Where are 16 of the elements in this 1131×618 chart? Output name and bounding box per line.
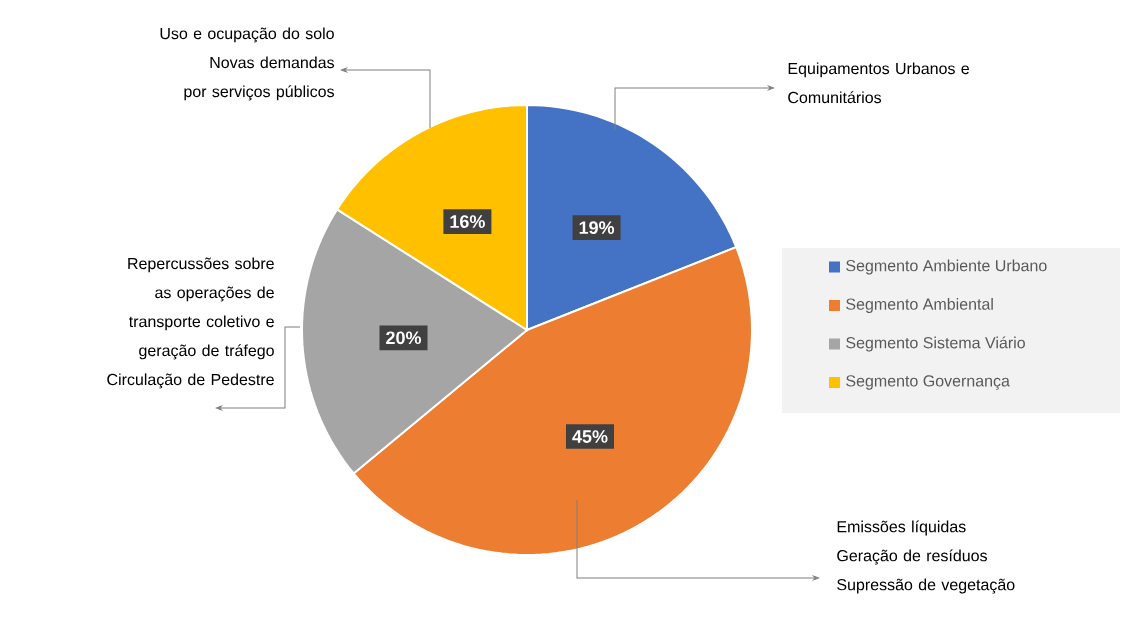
text: Geração de resíduos	[837, 549, 987, 565]
data-label: 20%	[386, 331, 422, 345]
legend-label: Segmento Governança	[846, 375, 1010, 390]
data-label: 19%	[579, 221, 615, 235]
legend-label: Segmento Sistema Viário	[846, 336, 1025, 352]
text: Repercussões sobre as operações de transporte coletivo e geração de tráfego	[128, 257, 274, 360]
text: Equipamentos Urbanos e Comunitários	[788, 62, 969, 104]
text: Circulação de Pedestre	[107, 373, 274, 389]
text: Novas demandas por serviços públicos	[184, 56, 335, 101]
legend-label: Segmento Ambiental	[846, 298, 993, 313]
data-label: 45%	[572, 430, 608, 443]
text: Uso e ocupação do solo	[160, 27, 334, 43]
data-label: 16%	[450, 215, 485, 228]
text: Supressão de vegetação	[837, 578, 1015, 594]
text: Emissões líquidas	[837, 520, 966, 536]
legend-label: Segmento Ambiente Urbano	[846, 259, 1047, 275]
